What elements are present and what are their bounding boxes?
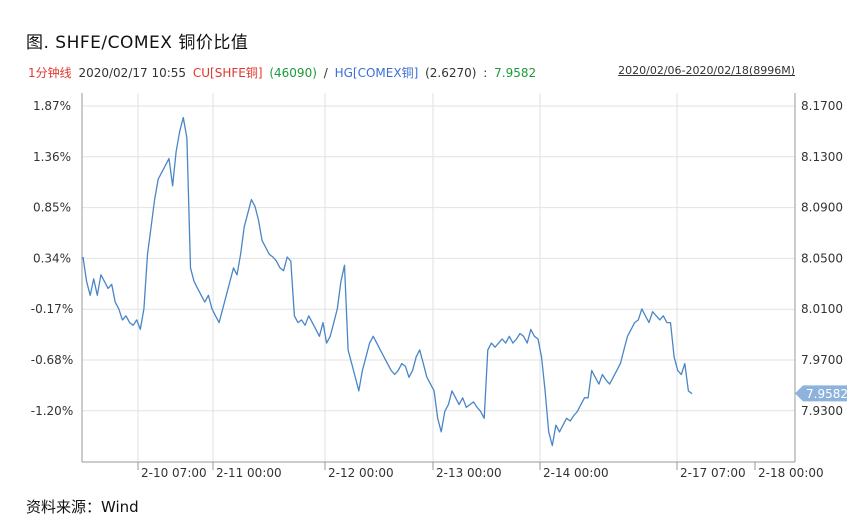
left-axis-ticks: 1.87% 1.36% 0.85% 0.34% -0.17% -0.68% -1.20% (31, 99, 73, 418)
ratio-value: 7.9582 (494, 66, 537, 80)
info-bar: 1分钟线 2020/02/17 10:55 CU[SHFE铜] (46090) … (28, 64, 539, 81)
right-tick-label: 7.9700 (801, 353, 843, 367)
series-group (82, 116, 693, 447)
chart-grid (82, 93, 795, 462)
right-tick-label: 8.0900 (801, 201, 843, 215)
chart-title: 图. SHFE/COMEX 铜价比值 (26, 33, 249, 53)
left-tick-label: 0.85% (33, 201, 71, 215)
left-tick-label: 1.36% (33, 150, 71, 164)
x-tick-label: 2-11 00:00 (216, 466, 282, 480)
x-tick-label: 2-14 00:00 (543, 466, 609, 480)
ratio-series-line (82, 116, 693, 447)
x-tick-label: 2-12 00:00 (328, 466, 394, 480)
series2-value: (2.6270) (425, 66, 477, 80)
chart-axes (81, 93, 796, 463)
last-value-label-group: 7.9582 (795, 385, 848, 402)
right-tick-label: 8.1300 (801, 150, 843, 164)
right-tick-label: 7.9300 (801, 404, 843, 418)
x-tick-label: 2-10 07:00 (141, 466, 207, 480)
ratio-separator: : (483, 66, 488, 80)
series1-label: CU[SHFE铜] (192, 66, 263, 80)
interval-label[interactable]: 1分钟线 (28, 66, 72, 80)
series2-label: HG[COMEX铜] (334, 66, 419, 80)
datetime-label: 2020/02/17 10:55 (78, 66, 187, 80)
left-tick-label: -0.17% (31, 302, 73, 316)
series-separator: / (323, 66, 328, 80)
x-axis-ticks: 2-10 07:00 2-11 00:00 2-12 00:00 2-13 00:00… (137, 462, 824, 480)
source-note: 资料来源：Wind (26, 498, 139, 516)
right-tick-label: 8.0500 (801, 251, 843, 265)
x-tick-label: 2-13 00:00 (436, 466, 502, 480)
date-range-label[interactable]: 2020/02/06-2020/02/18(8996M) (618, 64, 795, 77)
right-tick-label: 8.1700 (801, 99, 843, 113)
left-tick-label: 0.34% (33, 251, 71, 265)
x-tick-label: 2-18 00:00 (758, 466, 824, 480)
last-value-tag (795, 385, 847, 402)
last-value-label: 7.9582 (806, 387, 848, 401)
right-axis-ticks: 8.1700 8.1300 8.0900 8.0500 8.0100 7.9700 7.93… (801, 99, 843, 418)
left-tick-label: -0.68% (31, 353, 73, 367)
series1-value: (46090) (269, 66, 317, 80)
left-tick-label: -1.20% (31, 404, 73, 418)
left-tick-label: 1.87% (33, 99, 71, 113)
x-tick-label: 2-17 07:00 (680, 466, 746, 480)
right-tick-label: 8.0100 (801, 302, 843, 316)
